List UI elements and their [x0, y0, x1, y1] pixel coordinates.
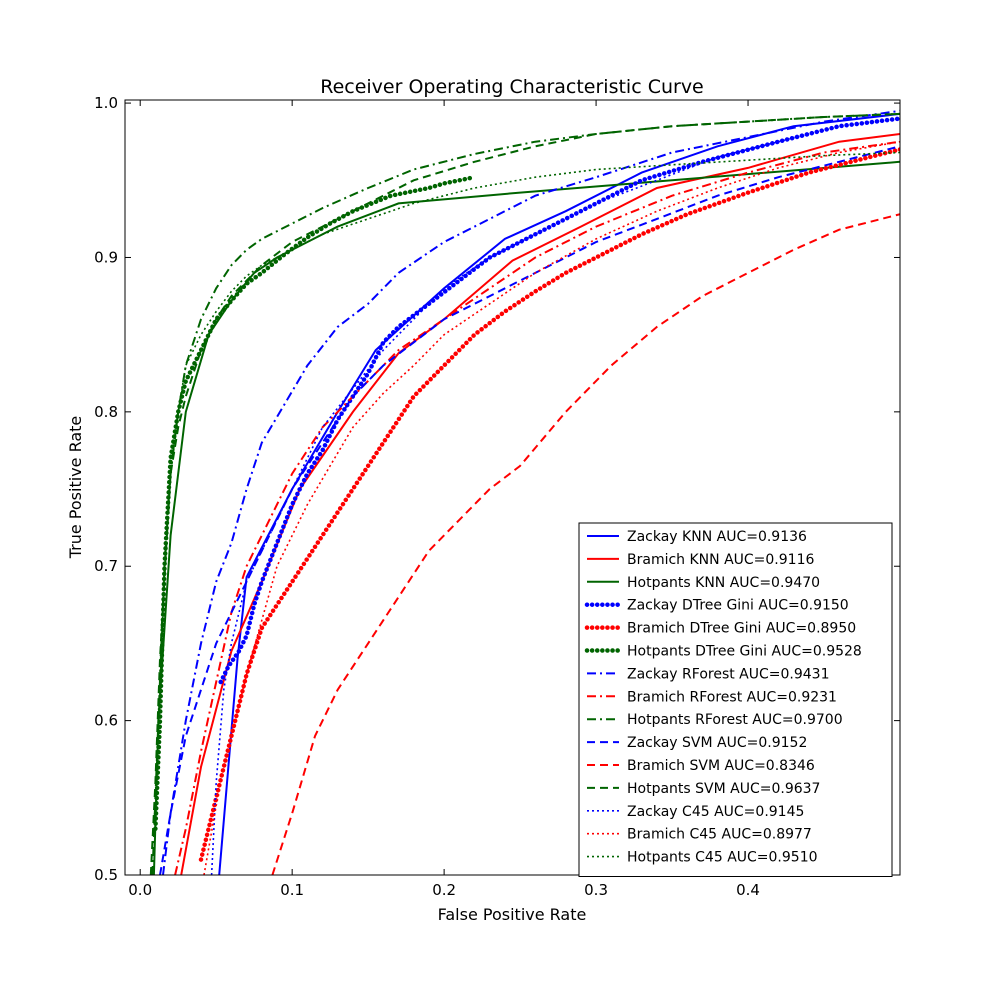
plot-frame: [124, 99, 901, 876]
x-tick-label: 0.4: [736, 881, 760, 899]
x-axis-label: False Positive Rate: [438, 905, 587, 924]
y-axis-label: True Positive Rate: [66, 416, 85, 560]
chart-title: Receiver Operating Characteristic Curve: [320, 76, 704, 98]
legend-label-hotpants-dtree-gini: Hotpants DTree Gini AUC=0.9528: [627, 644, 862, 660]
legend-label-bramich-knn: Bramich KNN AUC=0.9116: [627, 552, 814, 568]
legend-label-zackay-c45: Zackay C45 AUC=0.9145: [627, 804, 804, 820]
legend-label-hotpants-svm: Hotpants SVM AUC=0.9637: [627, 781, 820, 797]
legend-label-bramich-dtree-gini: Bramich DTree Gini AUC=0.8950: [627, 621, 856, 637]
x-tick-label: 0.0: [128, 881, 152, 899]
series-layer: [149, 109, 900, 875]
series-line-bramich-svm: [271, 213, 900, 875]
x-tick-label: 0.1: [280, 881, 304, 899]
legend-label-hotpants-knn: Hotpants KNN AUC=0.9470: [627, 575, 820, 591]
legend-label-hotpants-c45: Hotpants C45 AUC=0.9510: [627, 850, 818, 866]
series-line-zackay-dtree-gini: [218, 116, 900, 685]
y-tick-label: 0.6: [94, 712, 118, 730]
legend-box: [578, 522, 893, 877]
series-line-zackay-knn: [218, 112, 900, 875]
x-tick-label: 0.3: [584, 881, 608, 899]
series-line-hotpants-knn: [152, 160, 900, 875]
legend-label-bramich-c45: Bramich C45 AUC=0.8977: [627, 827, 812, 843]
legend-label-hotpants-rforest: Hotpants RForest AUC=0.9700: [627, 712, 843, 728]
legend-label-zackay-svm: Zackay SVM AUC=0.9152: [627, 735, 807, 751]
y-tick-label: 0.7: [94, 557, 118, 575]
legend-label-zackay-rforest: Zackay RForest AUC=0.9431: [627, 666, 830, 682]
legend-label-bramich-svm: Bramich SVM AUC=0.8346: [627, 758, 815, 774]
y-tick-label: 0.5: [94, 866, 118, 884]
legend-label-zackay-dtree-gini: Zackay DTree Gini AUC=0.9150: [627, 598, 849, 614]
legend-label-bramich-rforest: Bramich RForest AUC=0.9231: [627, 689, 837, 705]
series-line-zackay-rforest: [162, 109, 900, 875]
legend-label-zackay-knn: Zackay KNN AUC=0.9136: [627, 529, 807, 545]
series-line-hotpants-dtree-gini: [153, 174, 477, 831]
series-line-bramich-c45: [203, 140, 900, 875]
y-axis: 0.5 0.6 0.7 0.8 0.9 1.0: [94, 94, 900, 884]
y-tick-label: 0.9: [94, 248, 118, 266]
series-line-hotpants-c45: [154, 151, 900, 829]
y-tick-label: 0.8: [94, 403, 118, 421]
legend: Zackay KNN AUC=0.9136 Bramich KNN AUC=0.9…: [578, 522, 893, 877]
y-tick-label: 1.0: [94, 94, 118, 112]
x-tick-label: 0.2: [432, 881, 456, 899]
series-line-zackay-svm: [159, 145, 900, 875]
x-axis: 0.0 0.1 0.2 0.3 0.4: [128, 100, 760, 899]
